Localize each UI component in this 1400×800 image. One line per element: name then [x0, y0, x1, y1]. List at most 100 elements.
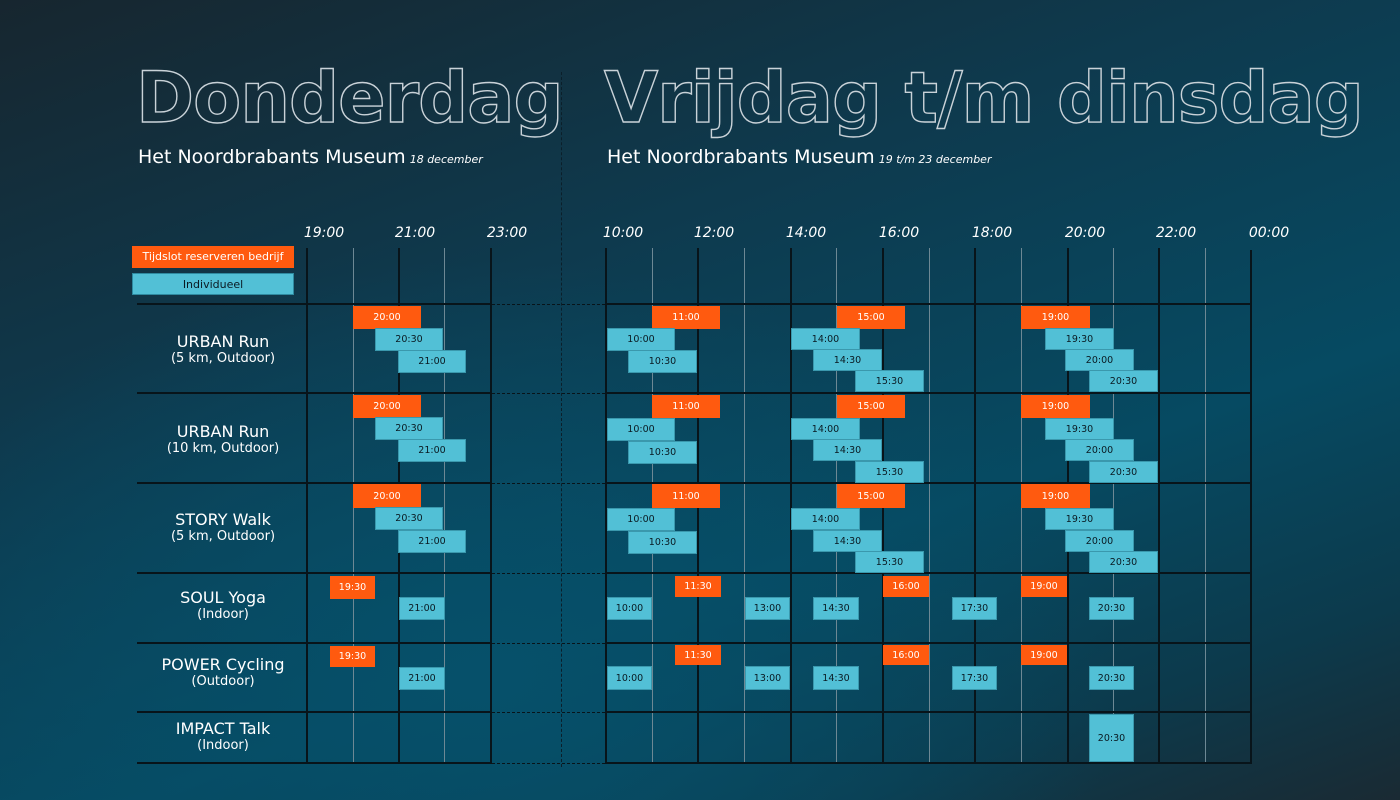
tick-right-1: 12:00: [693, 225, 735, 241]
slot-individual[interactable]: 10:30: [628, 441, 697, 464]
activity-title: IMPACT Talk: [175, 719, 271, 738]
slot-individual[interactable]: 13:00: [745, 666, 790, 690]
slot-individual[interactable]: 20:30: [1089, 370, 1158, 392]
slot-company[interactable]: 11:30: [675, 576, 721, 597]
slot-individual[interactable]: 15:30: [855, 461, 924, 483]
slot-company[interactable]: 19:00: [1021, 576, 1067, 597]
slot-individual[interactable]: 13:00: [745, 597, 790, 620]
activity-title: SOUL Yoga: [180, 588, 266, 607]
slot-individual[interactable]: 10:00: [607, 328, 675, 351]
slot-individual[interactable]: 19:30: [1045, 328, 1114, 350]
slot-company[interactable]: 16:00: [883, 576, 929, 597]
legend-company-slot: Tijdslot reserveren bedrijf: [132, 246, 294, 268]
row-label-soul-yoga: SOUL Yoga (Indoor): [140, 588, 306, 623]
activity-title: POWER Cycling: [161, 655, 285, 674]
slot-company[interactable]: 19:00: [1021, 645, 1067, 665]
slot-individual[interactable]: 20:30: [1089, 714, 1134, 762]
row-connector: [492, 573, 605, 574]
slot-individual[interactable]: 15:30: [855, 551, 924, 573]
row-label-story-walk: STORY Walk (5 km, Outdoor): [140, 510, 306, 545]
slot-individual[interactable]: 20:30: [375, 328, 443, 351]
slot-company[interactable]: 11:00: [652, 306, 720, 329]
slot-company[interactable]: 11:30: [675, 645, 721, 665]
gridline-minor: [744, 248, 745, 764]
slot-individual[interactable]: 10:30: [628, 531, 697, 554]
slot-individual[interactable]: 19:30: [1045, 508, 1114, 530]
day-title-thursday: Donderdag: [135, 57, 564, 139]
slot-individual[interactable]: 21:00: [398, 350, 466, 373]
slot-company[interactable]: 19:30: [330, 646, 375, 667]
gridline: [605, 248, 607, 764]
slot-company[interactable]: 11:00: [652, 484, 720, 508]
activity-subtitle: (Indoor): [197, 607, 249, 622]
slot-individual[interactable]: 15:30: [855, 370, 924, 392]
slot-individual[interactable]: 20:30: [1089, 461, 1158, 483]
day-title-fri-tue: Vrijdag t/m dinsdag: [603, 57, 1364, 139]
gridline: [306, 248, 308, 764]
slot-individual[interactable]: 10:00: [607, 418, 675, 441]
date-label: 18 december: [409, 153, 483, 166]
slot-individual[interactable]: 10:00: [607, 597, 652, 620]
slot-individual[interactable]: 14:30: [813, 666, 859, 690]
slot-individual[interactable]: 21:00: [398, 530, 466, 553]
activity-subtitle: (5 km, Outdoor): [170, 351, 276, 366]
activity-subtitle: (Outdoor): [191, 674, 255, 689]
activity-title: URBAN Run: [176, 332, 270, 351]
row-line: [137, 711, 492, 713]
slot-individual[interactable]: 21:00: [399, 667, 445, 690]
tick-right-7: 00:00: [1248, 225, 1290, 241]
slot-individual[interactable]: 17:30: [952, 666, 997, 690]
tick-right-5: 20:00: [1064, 225, 1106, 241]
row-label-impact-talk: IMPACT Talk (Indoor): [140, 719, 306, 754]
gridline-minor: [836, 248, 837, 764]
slot-individual[interactable]: 14:00: [791, 418, 860, 440]
slot-individual[interactable]: 20:00: [1065, 349, 1134, 371]
slot-company[interactable]: 20:00: [353, 484, 421, 508]
slot-individual[interactable]: 20:00: [1065, 530, 1134, 552]
row-line: [137, 303, 492, 305]
slot-company[interactable]: 19:00: [1021, 484, 1090, 508]
slot-company[interactable]: 15:00: [837, 306, 905, 329]
gridline: [490, 248, 492, 764]
slot-individual[interactable]: 14:00: [791, 508, 860, 530]
tick-right-4: 18:00: [971, 225, 1013, 241]
slot-individual[interactable]: 10:30: [628, 350, 697, 373]
slot-individual[interactable]: 14:30: [813, 597, 859, 620]
slot-individual[interactable]: 20:30: [1089, 597, 1134, 620]
row-label-power-cycling: POWER Cycling (Outdoor): [140, 655, 306, 690]
slot-company[interactable]: 11:00: [652, 395, 720, 418]
slot-individual[interactable]: 20:30: [1089, 551, 1158, 573]
slot-individual[interactable]: 14:30: [813, 439, 882, 461]
slot-individual[interactable]: 10:00: [607, 666, 652, 690]
slot-company[interactable]: 19:00: [1021, 395, 1090, 418]
slot-individual[interactable]: 14:30: [813, 349, 882, 371]
slot-individual[interactable]: 20:30: [375, 417, 443, 440]
slot-individual[interactable]: 19:30: [1045, 418, 1114, 440]
slot-company[interactable]: 15:00: [837, 484, 905, 508]
slot-individual[interactable]: 20:30: [1089, 666, 1134, 690]
slot-individual[interactable]: 10:00: [607, 508, 675, 531]
slot-individual[interactable]: 20:30: [375, 507, 443, 530]
slot-company[interactable]: 19:00: [1021, 306, 1090, 329]
row-line: [605, 392, 1252, 394]
gridline-minor: [929, 248, 930, 764]
activity-subtitle: (Indoor): [197, 738, 249, 753]
row-label-urban-run-5km: URBAN Run (5 km, Outdoor): [140, 332, 306, 367]
slot-individual[interactable]: 14:30: [813, 530, 882, 552]
slot-company[interactable]: 19:30: [330, 576, 375, 599]
legend-individual: Individueel: [132, 273, 294, 295]
slot-company[interactable]: 20:00: [353, 306, 421, 329]
row-line: [137, 762, 492, 764]
slot-individual[interactable]: 21:00: [398, 439, 466, 462]
slot-company[interactable]: 16:00: [883, 645, 929, 665]
slot-individual[interactable]: 14:00: [791, 328, 860, 350]
slot-company[interactable]: 15:00: [837, 395, 905, 418]
slot-individual[interactable]: 17:30: [952, 597, 997, 620]
row-line: [605, 572, 1252, 574]
slot-individual[interactable]: 21:00: [399, 597, 445, 620]
row-line: [137, 482, 492, 484]
activity-title: URBAN Run: [176, 422, 270, 441]
gridline: [974, 248, 976, 764]
slot-individual[interactable]: 20:00: [1065, 439, 1134, 461]
slot-company[interactable]: 20:00: [353, 395, 421, 418]
